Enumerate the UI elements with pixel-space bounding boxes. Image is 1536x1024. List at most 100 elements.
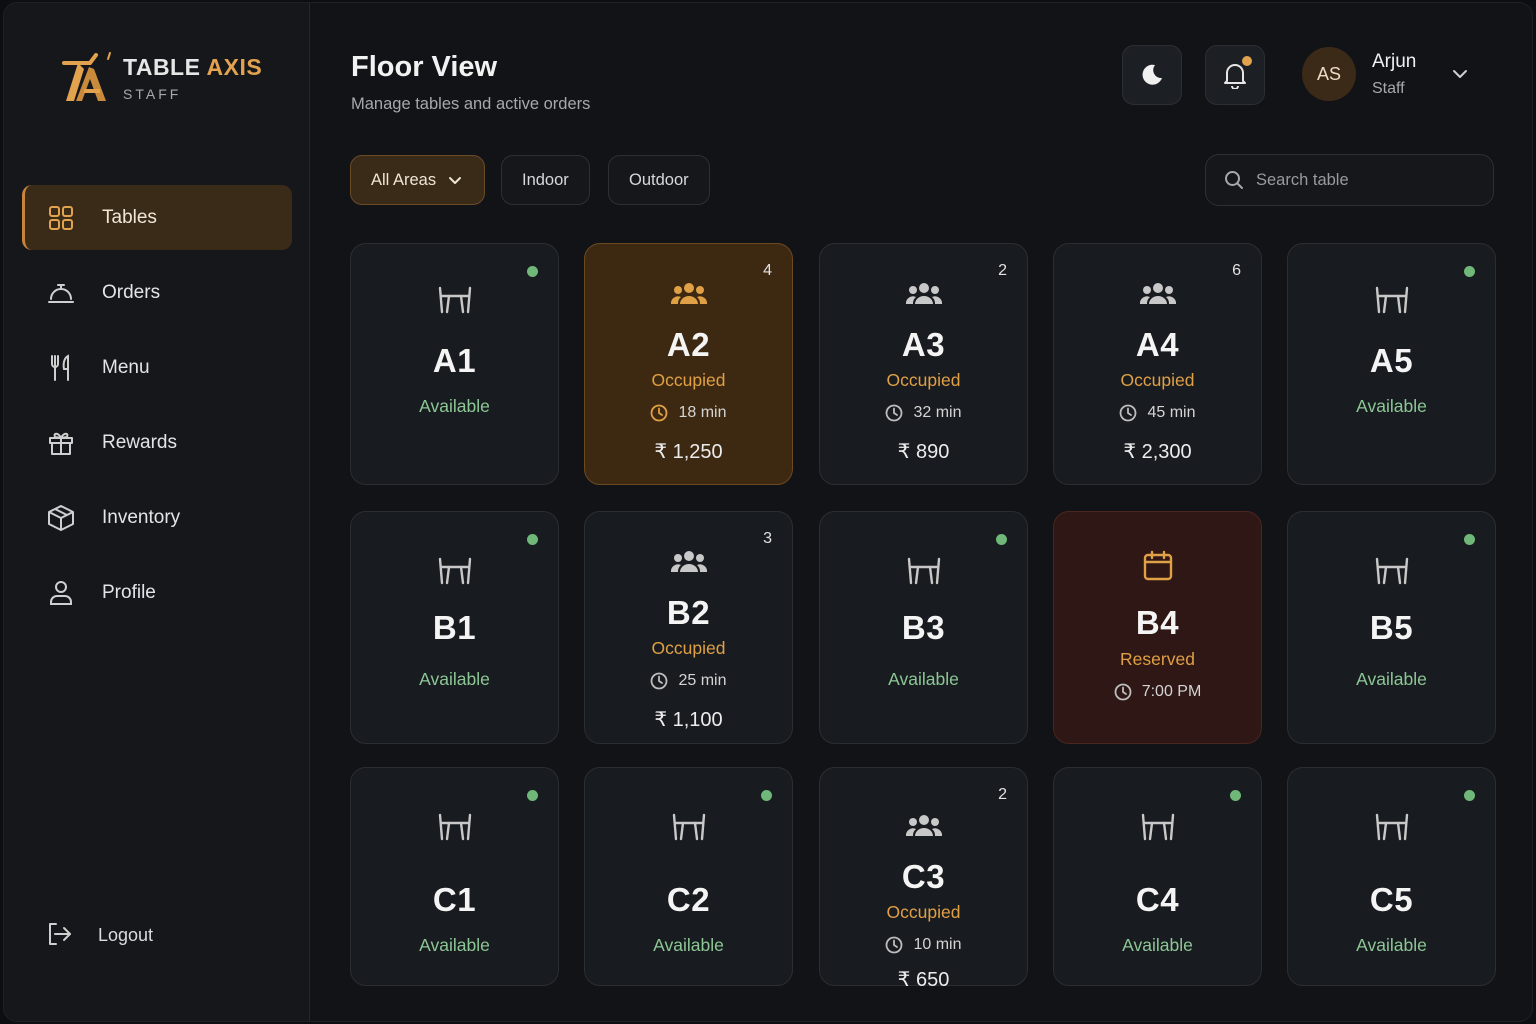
table-status: Available <box>419 669 490 689</box>
available-dot <box>527 790 538 801</box>
bell-icon <box>1224 64 1246 89</box>
table-name: C1 <box>432 881 477 918</box>
clock-icon <box>886 404 903 422</box>
gift-icon <box>46 428 76 458</box>
table-card-b2[interactable]: 3 B2 Occupied 25 min ₹ 1,100 <box>584 511 793 744</box>
clock-icon <box>651 672 668 690</box>
theme-toggle-button[interactable] <box>1122 45 1182 105</box>
filter-label: All Areas <box>371 170 437 189</box>
brand-subtitle: STAFF <box>123 86 182 102</box>
guest-count: 2 <box>998 786 1007 803</box>
logout-icon <box>46 921 74 949</box>
table-status: Occupied <box>651 638 726 658</box>
guests-icon <box>670 551 707 572</box>
table-card-a2[interactable]: 4 A2 Occupied 18 min ₹ 1,250 <box>584 243 793 485</box>
order-amount: ₹ 2,300 <box>1123 441 1192 463</box>
time-label: 10 min <box>913 936 962 953</box>
guest-count: 3 <box>763 530 772 547</box>
time-label: 45 min <box>1147 404 1196 421</box>
table-name: A2 <box>666 326 711 363</box>
occupied-time: 10 min <box>820 936 1027 954</box>
time-label: 7:00 PM <box>1141 683 1202 700</box>
table-card-a3[interactable]: 2 A3 Occupied 32 min ₹ 890 <box>819 243 1028 485</box>
guests-icon <box>1139 283 1176 304</box>
table-name: A4 <box>1135 326 1180 363</box>
table-name: B5 <box>1369 609 1414 646</box>
page-subtitle: Manage tables and active orders <box>351 95 591 113</box>
user-menu[interactable]: AS Arjun Staff <box>1302 47 1468 101</box>
available-dot <box>527 534 538 545</box>
time-label: 25 min <box>678 672 727 689</box>
moon-icon <box>1142 64 1162 85</box>
filter-label: Outdoor <box>629 170 689 189</box>
table-name: B1 <box>432 609 477 646</box>
sidebar-item-tables[interactable]: Tables <box>22 185 292 250</box>
table-status: Available <box>1122 935 1193 955</box>
chair-icon <box>907 557 940 585</box>
table-name: A3 <box>901 326 946 363</box>
sidebar: TABLE AXIS STAFF Tables <box>4 3 310 1021</box>
notifications-button[interactable] <box>1205 45 1265 105</box>
sidebar-item-label: Orders <box>102 281 161 303</box>
brand-logo: TABLE AXIS STAFF <box>60 49 262 107</box>
search-box <box>1205 154 1494 206</box>
table-card-c1[interactable]: C1 Available <box>350 767 559 986</box>
search-icon <box>1225 171 1243 189</box>
order-amount: ₹ 1,100 <box>654 709 723 731</box>
table-name: A1 <box>432 342 477 379</box>
table-name: C2 <box>666 881 711 918</box>
logout-button[interactable]: Logout <box>46 921 153 949</box>
table-name: B3 <box>901 609 946 646</box>
chair-icon <box>438 557 471 585</box>
guests-icon <box>905 283 942 304</box>
sidebar-item-profile[interactable]: Profile <box>22 560 292 625</box>
time-label: 18 min <box>678 404 727 421</box>
filter-indoor[interactable]: Indoor <box>501 155 590 205</box>
user-role: Staff <box>1372 79 1405 97</box>
chevron-down-icon <box>449 176 462 184</box>
guests-icon <box>670 283 707 304</box>
guests-icon <box>905 815 942 836</box>
sidebar-item-rewards[interactable]: Rewards <box>22 410 292 475</box>
available-dot <box>1464 266 1475 277</box>
chair-icon <box>672 813 705 841</box>
table-card-c4[interactable]: C4 Available <box>1053 767 1262 986</box>
table-name: B4 <box>1135 604 1180 641</box>
sidebar-item-menu[interactable]: Menu <box>22 335 292 400</box>
sidebar-item-inventory[interactable]: Inventory <box>22 485 292 550</box>
table-card-a4[interactable]: 6 A4 Occupied 45 min ₹ 2,300 <box>1053 243 1262 485</box>
table-card-c5[interactable]: C5 Available <box>1287 767 1496 986</box>
sidebar-item-label: Tables <box>102 206 157 228</box>
table-card-b3[interactable]: B3 Available <box>819 511 1028 744</box>
available-dot <box>1230 790 1241 801</box>
available-dot <box>1464 534 1475 545</box>
search-input[interactable] <box>1256 170 1476 190</box>
clock-icon <box>886 936 903 954</box>
table-status: Occupied <box>886 902 961 922</box>
table-card-b1[interactable]: B1 Available <box>350 511 559 744</box>
table-card-a5[interactable]: A5 Available <box>1287 243 1496 485</box>
filter-outdoor[interactable]: Outdoor <box>608 155 710 205</box>
chair-icon <box>1375 286 1408 314</box>
table-card-b5[interactable]: B5 Available <box>1287 511 1496 744</box>
brand-logo-icon <box>62 52 111 101</box>
occupied-time: 45 min <box>1054 404 1261 422</box>
app-window: TABLE AXIS STAFF Tables <box>3 2 1533 1022</box>
box-icon <box>46 503 76 533</box>
occupied-time: 25 min <box>585 672 792 690</box>
table-card-a1[interactable]: A1 Available <box>350 243 559 485</box>
table-grid: A1 Available 4 A2 Occupied 18 min ₹ 1,250 2 A3 Oc… <box>350 243 1496 991</box>
clock-icon <box>651 404 668 422</box>
sidebar-item-label: Profile <box>102 581 156 603</box>
table-card-c2[interactable]: C2 Available <box>584 767 793 986</box>
table-status: Occupied <box>1120 370 1195 390</box>
filter-all-areas[interactable]: All Areas <box>350 155 485 205</box>
table-card-b4[interactable]: B4 Reserved 7:00 PM <box>1053 511 1262 744</box>
table-status: Occupied <box>651 370 726 390</box>
grid-icon <box>46 203 76 233</box>
sidebar-item-orders[interactable]: Orders <box>22 260 292 325</box>
table-card-c3[interactable]: 2 C3 Occupied 10 min ₹ 650 <box>819 767 1028 991</box>
guest-count: 2 <box>998 262 1007 279</box>
available-dot <box>761 790 772 801</box>
table-status: Available <box>419 935 490 955</box>
